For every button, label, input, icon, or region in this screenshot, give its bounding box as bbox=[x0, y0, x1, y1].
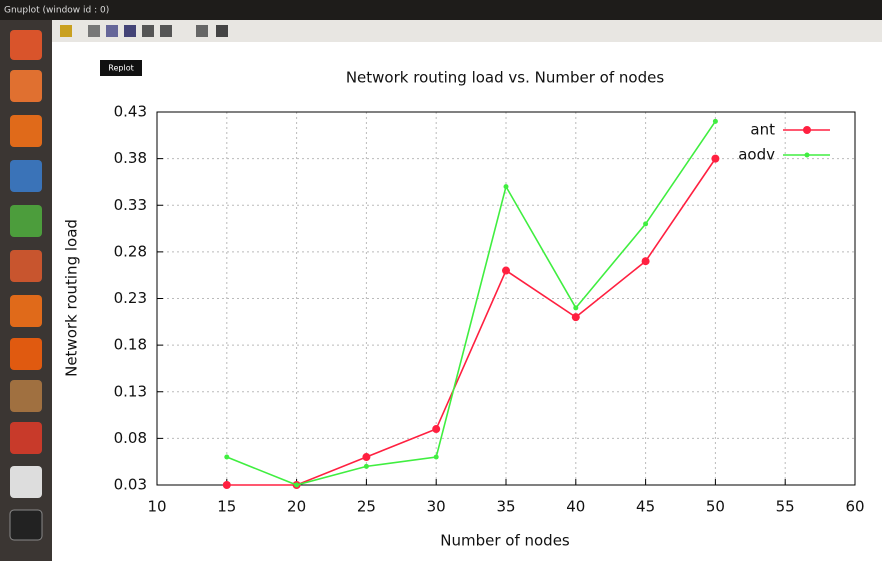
launcher-icon[interactable] bbox=[10, 295, 42, 327]
launcher-icon[interactable] bbox=[10, 115, 42, 147]
y-tick-label: 0.43 bbox=[114, 103, 147, 121]
data-point bbox=[224, 455, 229, 460]
launcher-icon[interactable] bbox=[10, 205, 42, 237]
y-tick-label: 0.33 bbox=[114, 196, 147, 214]
data-point bbox=[434, 455, 439, 460]
y-tick-label: 0.23 bbox=[114, 289, 147, 307]
toolbar-button[interactable] bbox=[106, 25, 118, 37]
data-point bbox=[713, 119, 718, 124]
y-tick-label: 0.03 bbox=[114, 476, 147, 494]
toolbar-button[interactable] bbox=[142, 25, 154, 37]
toolbar-button[interactable] bbox=[196, 25, 208, 37]
top-panel bbox=[0, 0, 882, 20]
toolbar-button[interactable] bbox=[160, 25, 172, 37]
toolbar-button[interactable] bbox=[88, 25, 100, 37]
data-point bbox=[642, 257, 650, 265]
data-point bbox=[502, 267, 510, 275]
x-tick-label: 50 bbox=[706, 498, 725, 516]
y-tick-label: 0.08 bbox=[114, 429, 147, 447]
toolbar-button[interactable] bbox=[60, 25, 72, 37]
x-tick-label: 55 bbox=[776, 498, 795, 516]
x-tick-label: 45 bbox=[636, 498, 655, 516]
data-point bbox=[362, 453, 370, 461]
data-point bbox=[364, 464, 369, 469]
data-point bbox=[294, 483, 299, 488]
toolbar-button[interactable] bbox=[216, 25, 228, 37]
x-tick-label: 35 bbox=[496, 498, 515, 516]
launcher-icon[interactable] bbox=[10, 510, 42, 540]
y-tick-label: 0.28 bbox=[114, 242, 147, 260]
launcher-icon[interactable] bbox=[10, 466, 42, 498]
x-axis-label: Number of nodes bbox=[440, 532, 570, 550]
x-tick-label: 60 bbox=[845, 498, 864, 516]
launcher-icon[interactable] bbox=[10, 250, 42, 282]
y-tick-label: 0.13 bbox=[114, 382, 147, 400]
y-axis-label: Network routing load bbox=[63, 219, 81, 377]
y-tick-label: 0.38 bbox=[114, 149, 147, 167]
launcher-icon[interactable] bbox=[10, 160, 42, 192]
x-tick-label: 30 bbox=[427, 498, 446, 516]
x-tick-label: 15 bbox=[217, 498, 236, 516]
data-point bbox=[572, 313, 580, 321]
window-title: Gnuplot (window id : 0) bbox=[4, 6, 109, 16]
launcher-icon[interactable] bbox=[10, 380, 42, 412]
tooltip-text: Replot bbox=[108, 64, 133, 73]
x-tick-label: 20 bbox=[287, 498, 306, 516]
x-tick-label: 10 bbox=[147, 498, 166, 516]
data-point bbox=[223, 481, 231, 489]
x-tick-label: 25 bbox=[357, 498, 376, 516]
launcher-icon[interactable] bbox=[10, 70, 42, 102]
launcher-icon[interactable] bbox=[10, 30, 42, 60]
y-tick-label: 0.18 bbox=[114, 336, 147, 354]
toolbar bbox=[52, 20, 882, 42]
data-point bbox=[573, 305, 578, 310]
legend-marker bbox=[805, 153, 810, 158]
data-point bbox=[432, 425, 440, 433]
chart-title: Network routing load vs. Number of nodes bbox=[346, 69, 665, 87]
legend-label: aodv bbox=[738, 146, 775, 164]
screen: Gnuplot (window id : 0) Replot Network r… bbox=[0, 0, 882, 561]
data-point bbox=[711, 155, 719, 163]
legend-label: ant bbox=[750, 121, 775, 139]
toolbar-button[interactable] bbox=[124, 25, 136, 37]
launcher-icon[interactable] bbox=[10, 422, 42, 454]
legend-marker bbox=[803, 126, 811, 134]
data-point bbox=[504, 184, 509, 189]
data-point bbox=[643, 221, 648, 226]
launcher-icon[interactable] bbox=[10, 338, 42, 370]
x-tick-label: 40 bbox=[566, 498, 585, 516]
